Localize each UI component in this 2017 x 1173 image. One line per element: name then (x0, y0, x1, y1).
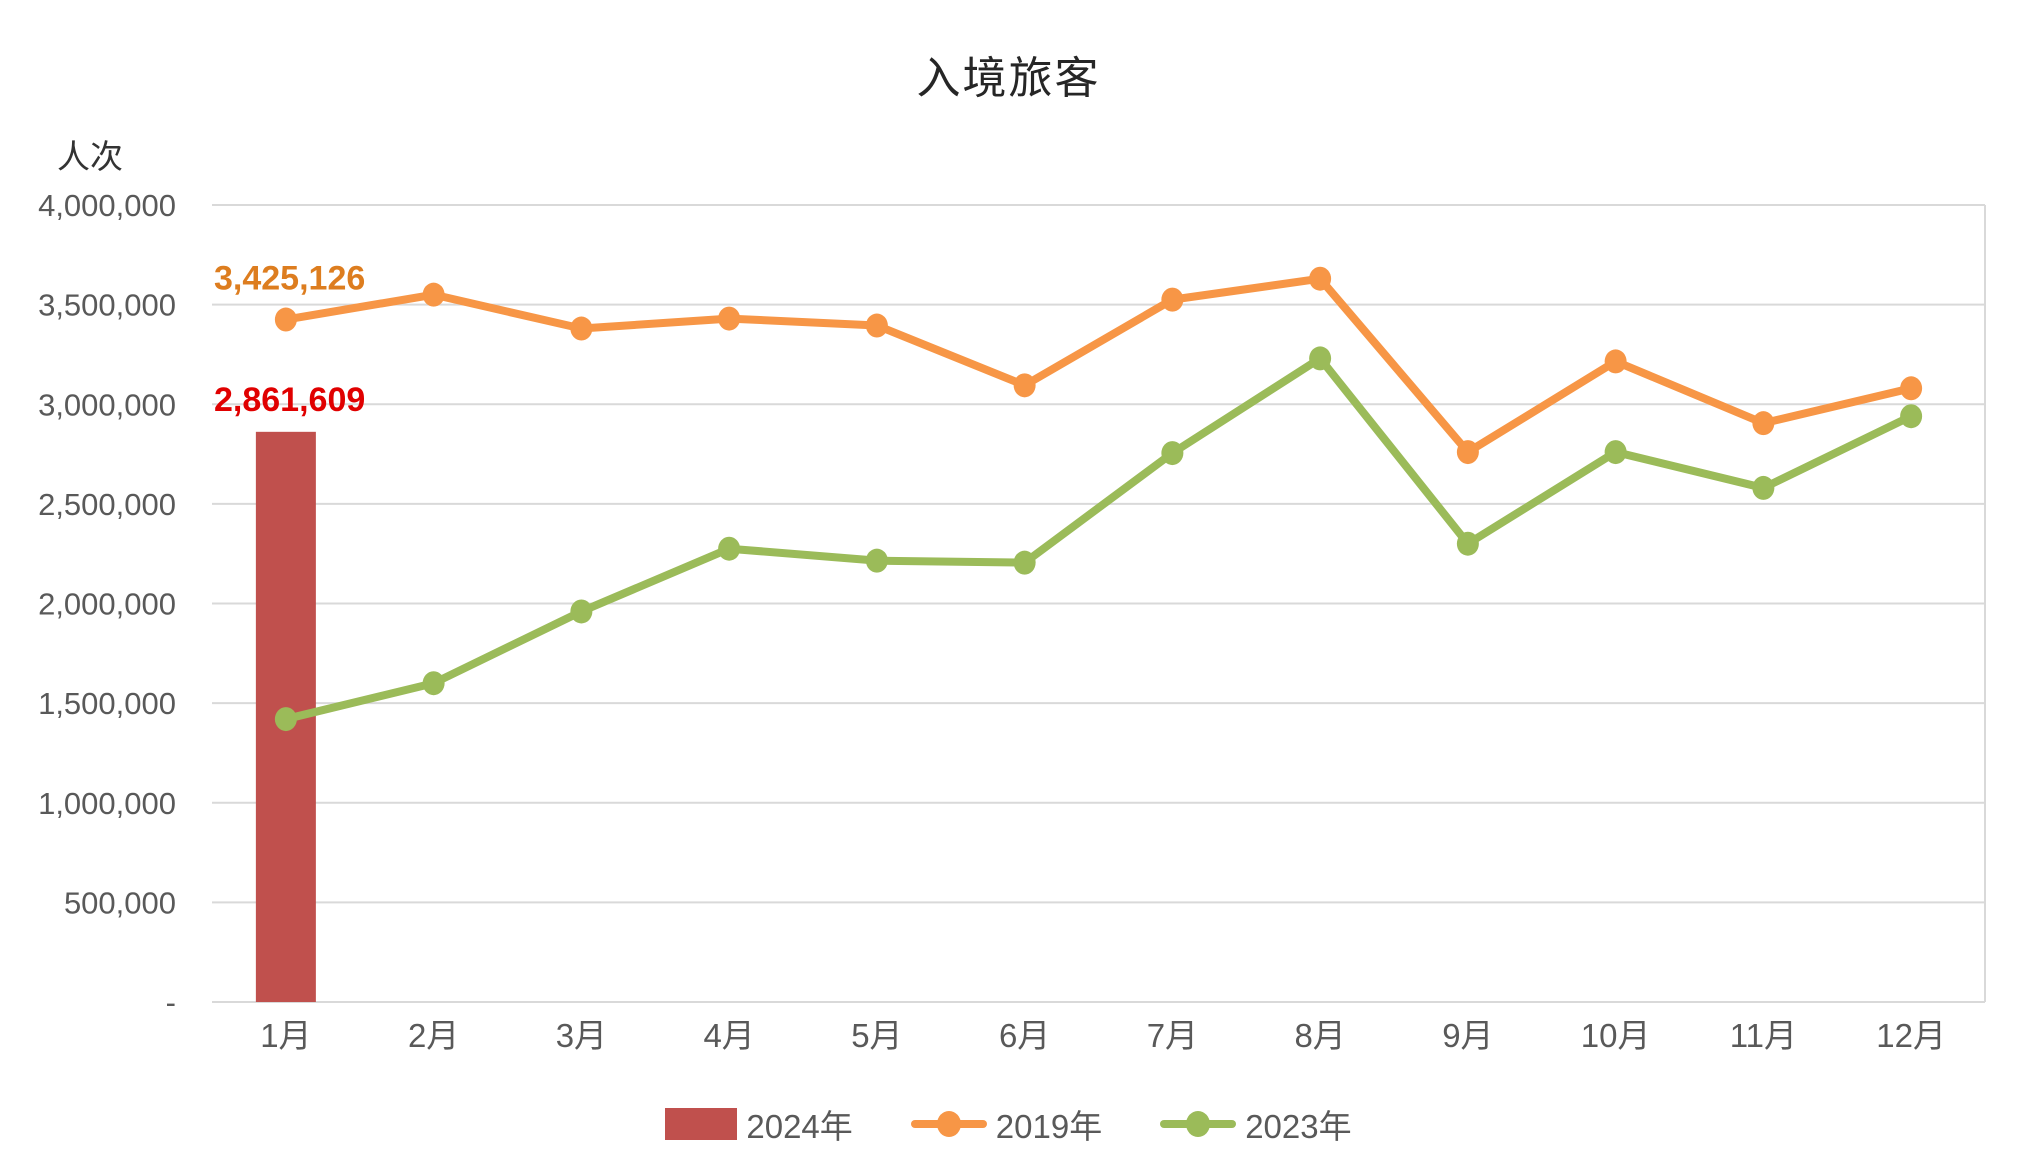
legend-swatch-line-icon (1160, 1107, 1237, 1141)
legend-label-2023: 2023年 (1245, 1108, 1352, 1145)
x-axis-label: 2月 (408, 1017, 459, 1054)
legend-line-marker (1186, 1111, 1211, 1137)
y-tick-label: - (166, 985, 176, 1020)
y-tick-label: 3,000,000 (38, 387, 176, 422)
legend-swatch-line-icon (910, 1107, 987, 1141)
y-tick-label: 1,500,000 (38, 686, 176, 721)
legend-label-2019: 2019年 (995, 1108, 1103, 1145)
y-tick-label: 2,500,000 (38, 487, 176, 522)
marker-2019年-12月 (1900, 376, 1923, 401)
legend: 2024年 2019年 2023年 (0, 1098, 2017, 1150)
y-tick-label: 2,000,000 (38, 587, 176, 622)
marker-2019年-5月 (865, 313, 888, 338)
x-axis-label: 7月 (1147, 1017, 1198, 1054)
x-axis-label: 1月 (260, 1017, 311, 1054)
marker-2023年-2月 (422, 671, 445, 696)
marker-2019年-2月 (422, 282, 445, 307)
marker-2023年-12月 (1900, 404, 1923, 429)
marker-2023年-11月 (1752, 475, 1775, 500)
x-axis-label: 12月 (1876, 1017, 1946, 1054)
marker-2019年-11月 (1752, 411, 1775, 436)
chart-title: 入境旅客 (916, 54, 1101, 103)
legend-item-2024: 2024年 (665, 1100, 853, 1148)
marker-2019年-9月 (1456, 440, 1479, 465)
x-axis-label: 4月 (703, 1017, 754, 1054)
legend-label-2024: 2024年 (746, 1108, 853, 1145)
marker-2023年-6月 (1013, 550, 1036, 575)
legend-line-marker (936, 1111, 961, 1137)
x-axis-label: 8月 (1294, 1017, 1345, 1054)
marker-2023年-3月 (570, 599, 593, 624)
marker-2019年-3月 (570, 316, 593, 341)
x-axis-label: 6月 (999, 1017, 1050, 1054)
data-label-2019年: 3,425,126 (214, 260, 365, 298)
marker-2023年-1月 (274, 707, 297, 732)
legend-item-2023: 2023年 (1160, 1100, 1352, 1148)
marker-2019年-10月 (1604, 349, 1627, 374)
line-2023年 (281, 354, 1916, 724)
marker-2023年-7月 (1161, 441, 1184, 466)
data-label-2024年: 2,861,609 (214, 381, 365, 419)
marker-2019年-1月 (274, 307, 297, 332)
x-axis-label: 3月 (556, 1017, 607, 1054)
marker-2019年-8月 (1309, 266, 1332, 291)
marker-2023年-10月 (1604, 440, 1627, 465)
marker-2023年-8月 (1309, 346, 1332, 371)
y-tick-label: 1,000,000 (38, 786, 176, 821)
marker-2019年-6月 (1013, 373, 1036, 398)
marker-2019年-7月 (1161, 287, 1184, 312)
x-axis-label: 5月 (851, 1017, 902, 1054)
legend-item-2019: 2019年 (910, 1100, 1103, 1148)
marker-2019年-4月 (718, 306, 741, 331)
marker-2023年-4月 (718, 536, 741, 561)
legend-swatch-bar-icon (665, 1108, 738, 1140)
y-axis-unit-label: 人次 (57, 138, 123, 175)
x-axis-label: 9月 (1442, 1017, 1493, 1054)
marker-2023年-9月 (1456, 531, 1479, 556)
y-tick-label: 4,000,000 (38, 188, 176, 223)
y-tick-label: 3,500,000 (38, 288, 176, 323)
x-axis-label: 11月 (1730, 1017, 1797, 1054)
marker-2023年-5月 (865, 548, 888, 573)
y-tick-label: 500,000 (64, 885, 176, 920)
line-2019年 (281, 274, 1916, 457)
x-axis-label: 10月 (1581, 1017, 1651, 1054)
